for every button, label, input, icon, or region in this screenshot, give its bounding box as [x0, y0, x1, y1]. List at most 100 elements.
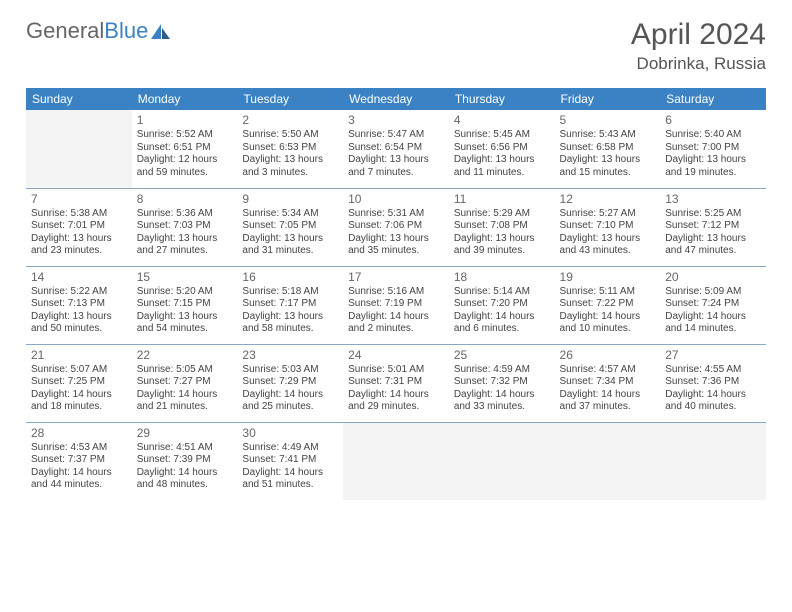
day-info: Sunrise: 5:07 AMSunset: 7:25 PMDaylight:…: [31, 364, 127, 414]
day-cell: 19 Sunrise: 5:11 AMSunset: 7:22 PMDayligh…: [555, 266, 661, 344]
day-info: Sunrise: 5:18 AMSunset: 7:17 PMDaylight:…: [242, 286, 338, 336]
day-number: 23: [242, 348, 338, 362]
day-cell: 25Sunrise: 4:59 AMSunset: 7:32 PMDayligh…: [449, 344, 555, 422]
day-number: 20: [665, 270, 761, 284]
day-info: Sunrise: 5:22 AMSunset: 7:13 PMDaylight:…: [31, 286, 127, 336]
day-cell: 2 Sunrise: 5:50 AMSunset: 6:53 PMDaylight…: [237, 110, 343, 188]
weekday-header: Friday: [555, 88, 661, 110]
calendar-row: 21 Sunrise: 5:07 AMSunset: 7:25 PMDayligh…: [26, 344, 766, 422]
day-info: Sunrise: 5:50 AMSunset: 6:53 PMDaylight:…: [242, 129, 338, 179]
weekday-header: Monday: [132, 88, 238, 110]
day-number: 26: [560, 348, 656, 362]
day-number: 29: [137, 426, 233, 440]
day-cell: 1 Sunrise: 5:52 AMSunset: 6:51 PMDaylight…: [132, 110, 238, 188]
empty-cell: [449, 422, 555, 500]
day-info: Sunrise: 5:20 AMSunset: 7:15 PMDaylight:…: [137, 286, 233, 336]
day-number: 2: [242, 113, 338, 127]
day-number: 18: [454, 270, 550, 284]
brand-part1: General: [26, 18, 104, 44]
brand-part2: Blue: [104, 18, 148, 44]
logo-sail-icon: [150, 22, 172, 40]
day-info: Sunrise: 5:36 AMSunset: 7:03 PMDaylight:…: [137, 208, 233, 258]
day-info: Sunrise: 5:29 AMSunset: 7:08 PMDaylight:…: [454, 208, 550, 258]
calendar-body: 1 Sunrise: 5:52 AMSunset: 6:51 PMDaylight…: [26, 110, 766, 500]
day-number: 8: [137, 192, 233, 206]
day-cell: 29Sunrise: 4:51 AMSunset: 7:39 PMDayligh…: [132, 422, 238, 500]
day-info: Sunrise: 5:03 AMSunset: 7:29 PMDaylight:…: [242, 364, 338, 414]
weekday-header-row: SundayMondayTuesdayWednesdayThursdayFrid…: [26, 88, 766, 110]
day-number: 24: [348, 348, 444, 362]
day-cell: 16 Sunrise: 5:18 AMSunset: 7:17 PMDayligh…: [237, 266, 343, 344]
day-number: 19: [560, 270, 656, 284]
day-info: Sunrise: 5:09 AMSunset: 7:24 PMDaylight:…: [665, 286, 761, 336]
calendar-table: SundayMondayTuesdayWednesdayThursdayFrid…: [26, 88, 766, 500]
day-number: 27: [665, 348, 761, 362]
day-number: 14: [31, 270, 127, 284]
day-info: Sunrise: 5:52 AMSunset: 6:51 PMDaylight:…: [137, 129, 233, 179]
day-info: Sunrise: 5:16 AMSunset: 7:19 PMDaylight:…: [348, 286, 444, 336]
day-cell: 6 Sunrise: 5:40 AMSunset: 7:00 PMDaylight…: [660, 110, 766, 188]
day-cell: 13Sunrise: 5:25 AMSunset: 7:12 PMDayligh…: [660, 188, 766, 266]
day-info: Sunrise: 4:53 AMSunset: 7:37 PMDaylight:…: [31, 442, 127, 492]
day-cell: 23 Sunrise: 5:03 AMSunset: 7:29 PMDayligh…: [237, 344, 343, 422]
day-info: Sunrise: 4:55 AMSunset: 7:36 PMDaylight:…: [665, 364, 761, 414]
day-number: 28: [31, 426, 127, 440]
day-cell: 22Sunrise: 5:05 AMSunset: 7:27 PMDayligh…: [132, 344, 238, 422]
day-number: 9: [242, 192, 338, 206]
empty-cell: [555, 422, 661, 500]
weekday-header: Wednesday: [343, 88, 449, 110]
day-cell: 24Sunrise: 5:01 AMSunset: 7:31 PMDayligh…: [343, 344, 449, 422]
day-number: 16: [242, 270, 338, 284]
day-info: Sunrise: 5:34 AMSunset: 7:05 PMDaylight:…: [242, 208, 338, 258]
day-cell: 30Sunrise: 4:49 AMSunset: 7:41 PMDayligh…: [237, 422, 343, 500]
day-cell: 28 Sunrise: 4:53 AMSunset: 7:37 PMDayligh…: [26, 422, 132, 500]
day-cell: 17 Sunrise: 5:16 AMSunset: 7:19 PMDayligh…: [343, 266, 449, 344]
day-cell: 3Sunrise: 5:47 AMSunset: 6:54 PMDaylight…: [343, 110, 449, 188]
day-cell: 7 Sunrise: 5:38 AMSunset: 7:01 PMDaylight…: [26, 188, 132, 266]
day-number: 11: [454, 192, 550, 206]
day-number: 21: [31, 348, 127, 362]
day-number: 12: [560, 192, 656, 206]
day-cell: 5 Sunrise: 5:43 AMSunset: 6:58 PMDaylight…: [555, 110, 661, 188]
day-cell: 8 Sunrise: 5:36 AMSunset: 7:03 PMDaylight…: [132, 188, 238, 266]
day-number: 13: [665, 192, 761, 206]
day-number: 5: [560, 113, 656, 127]
empty-cell: [26, 110, 132, 188]
calendar-row: 28 Sunrise: 4:53 AMSunset: 7:37 PMDayligh…: [26, 422, 766, 500]
day-info: Sunrise: 5:43 AMSunset: 6:58 PMDaylight:…: [560, 129, 656, 179]
empty-cell: [660, 422, 766, 500]
day-info: Sunrise: 5:11 AMSunset: 7:22 PMDaylight:…: [560, 286, 656, 336]
day-number: 3: [348, 113, 444, 127]
day-cell: 15 Sunrise: 5:20 AMSunset: 7:15 PMDayligh…: [132, 266, 238, 344]
day-number: 1: [137, 113, 233, 127]
location-label: Dobrinka, Russia: [631, 54, 766, 74]
empty-cell: [343, 422, 449, 500]
day-info: Sunrise: 5:38 AMSunset: 7:01 PMDaylight:…: [31, 208, 127, 258]
day-cell: 10Sunrise: 5:31 AMSunset: 7:06 PMDayligh…: [343, 188, 449, 266]
day-number: 10: [348, 192, 444, 206]
day-number: 17: [348, 270, 444, 284]
day-number: 7: [31, 192, 127, 206]
day-number: 6: [665, 113, 761, 127]
day-info: Sunrise: 5:27 AMSunset: 7:10 PMDaylight:…: [560, 208, 656, 258]
brand-logo: GeneralBlue: [26, 18, 172, 44]
day-info: Sunrise: 5:45 AMSunset: 6:56 PMDaylight:…: [454, 129, 550, 179]
day-cell: 11 Sunrise: 5:29 AMSunset: 7:08 PMDayligh…: [449, 188, 555, 266]
day-info: Sunrise: 4:49 AMSunset: 7:41 PMDaylight:…: [242, 442, 338, 492]
day-number: 22: [137, 348, 233, 362]
day-cell: 21 Sunrise: 5:07 AMSunset: 7:25 PMDayligh…: [26, 344, 132, 422]
weekday-header: Sunday: [26, 88, 132, 110]
day-cell: 14 Sunrise: 5:22 AMSunset: 7:13 PMDayligh…: [26, 266, 132, 344]
calendar-row: 1 Sunrise: 5:52 AMSunset: 6:51 PMDaylight…: [26, 110, 766, 188]
month-title: April 2024: [631, 18, 766, 52]
day-cell: 20 Sunrise: 5:09 AMSunset: 7:24 PMDayligh…: [660, 266, 766, 344]
day-number: 15: [137, 270, 233, 284]
day-info: Sunrise: 4:59 AMSunset: 7:32 PMDaylight:…: [454, 364, 550, 414]
weekday-header: Saturday: [660, 88, 766, 110]
day-info: Sunrise: 5:14 AMSunset: 7:20 PMDaylight:…: [454, 286, 550, 336]
day-cell: 18 Sunrise: 5:14 AMSunset: 7:20 PMDayligh…: [449, 266, 555, 344]
day-info: Sunrise: 5:40 AMSunset: 7:00 PMDaylight:…: [665, 129, 761, 179]
weekday-header: Tuesday: [237, 88, 343, 110]
day-cell: 27 Sunrise: 4:55 AMSunset: 7:36 PMDayligh…: [660, 344, 766, 422]
day-cell: 26Sunrise: 4:57 AMSunset: 7:34 PMDayligh…: [555, 344, 661, 422]
